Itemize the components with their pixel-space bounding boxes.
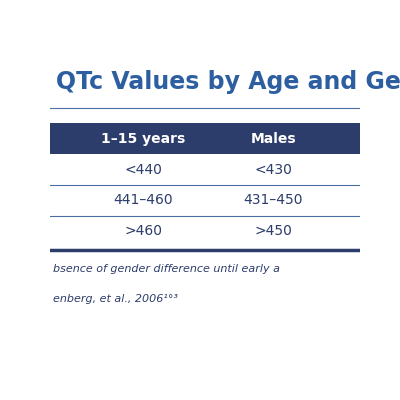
Text: Males: Males xyxy=(250,132,296,146)
Text: <430: <430 xyxy=(254,163,292,177)
Text: 1–15 years: 1–15 years xyxy=(101,132,185,146)
Text: bsence of gender difference until early a: bsence of gender difference until early … xyxy=(53,264,280,274)
Text: 441–460: 441–460 xyxy=(113,194,173,208)
Text: >450: >450 xyxy=(254,224,292,238)
Text: >460: >460 xyxy=(124,224,162,238)
Text: QTc Values by Age and Ge: QTc Values by Age and Ge xyxy=(56,70,400,94)
Text: 431–450: 431–450 xyxy=(244,194,303,208)
Text: <440: <440 xyxy=(124,163,162,177)
Text: enberg, et al., 2006¹°³: enberg, et al., 2006¹°³ xyxy=(53,294,178,304)
